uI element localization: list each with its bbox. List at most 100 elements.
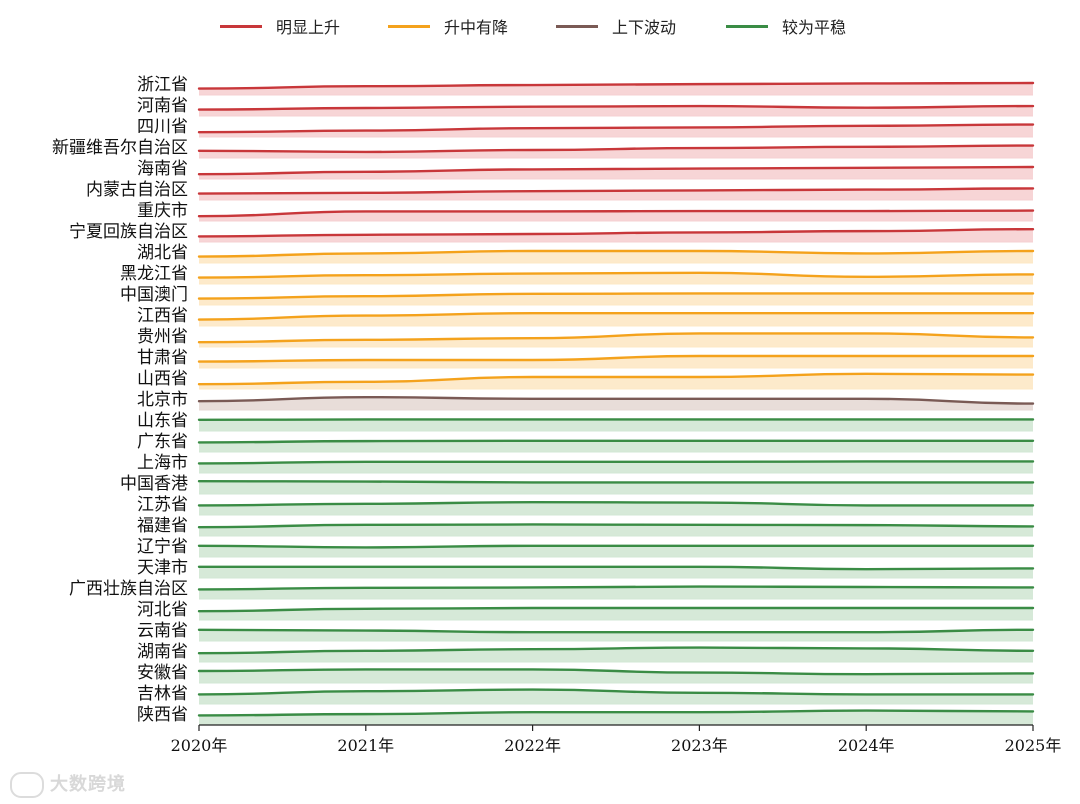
series-label: 广东省 bbox=[137, 432, 188, 452]
series-22: 辽宁省 bbox=[137, 537, 1035, 558]
series-label: 中国香港 bbox=[120, 474, 188, 494]
x-tick-label: 2023年 bbox=[671, 736, 728, 755]
legend-swatch-1 bbox=[388, 24, 430, 28]
series-area bbox=[199, 373, 1033, 389]
series-label: 云南省 bbox=[137, 621, 188, 641]
series-label: 江西省 bbox=[137, 306, 188, 326]
series-6: 重庆市 bbox=[137, 201, 1035, 222]
series-label: 新疆维吾尔自治区 bbox=[52, 138, 188, 158]
series-23: 天津市 bbox=[137, 558, 1035, 579]
legend-swatch-0 bbox=[220, 24, 262, 28]
series-line bbox=[197, 628, 1035, 634]
series-16: 山东省 bbox=[137, 411, 1035, 432]
x-tick-label: 2025年 bbox=[1005, 736, 1062, 755]
series-area bbox=[199, 669, 1033, 683]
series-area bbox=[199, 397, 1033, 410]
series-area bbox=[199, 188, 1033, 200]
legend-item-0[interactable]: 明显上升 bbox=[220, 12, 340, 40]
series-label: 江苏省 bbox=[137, 495, 188, 515]
series-line bbox=[197, 81, 1035, 90]
series-area bbox=[199, 293, 1033, 305]
series-label: 广西壮族自治区 bbox=[69, 579, 188, 599]
legend-swatch-2 bbox=[556, 24, 598, 28]
legend-label-1: 升中有降 bbox=[444, 18, 509, 37]
series-3: 新疆维吾尔自治区 bbox=[52, 138, 1035, 159]
series-27: 湖南省 bbox=[137, 642, 1035, 663]
x-tick-label: 2024年 bbox=[838, 736, 895, 755]
series-line bbox=[197, 606, 1035, 613]
series-area bbox=[199, 586, 1033, 599]
series-25: 河北省 bbox=[137, 600, 1035, 621]
series-label: 四川省 bbox=[137, 117, 188, 137]
series-label: 安徽省 bbox=[137, 663, 188, 683]
series-line bbox=[197, 544, 1035, 549]
series-line bbox=[197, 565, 1035, 571]
series-line bbox=[197, 292, 1035, 300]
series-label: 宁夏回族自治区 bbox=[69, 222, 188, 242]
series-line bbox=[197, 709, 1035, 717]
series-30: 陕西省 bbox=[137, 705, 1035, 726]
series-line bbox=[197, 123, 1035, 134]
series-label: 山西省 bbox=[137, 369, 188, 389]
series-line bbox=[197, 585, 1035, 591]
legend-item-1[interactable]: 升中有降 bbox=[388, 12, 508, 40]
series-line bbox=[197, 209, 1035, 218]
series-area bbox=[199, 124, 1033, 137]
series-line bbox=[197, 332, 1035, 344]
series-line bbox=[197, 372, 1035, 386]
series-line bbox=[197, 271, 1035, 279]
series-9: 黑龙江省 bbox=[120, 264, 1035, 285]
series-18: 上海市 bbox=[137, 453, 1035, 474]
series-line bbox=[197, 187, 1035, 195]
series-label: 北京市 bbox=[137, 390, 188, 410]
series-area bbox=[199, 524, 1033, 536]
series-area bbox=[199, 333, 1033, 347]
series-14: 山西省 bbox=[137, 369, 1035, 390]
x-tick-label: 2020年 bbox=[171, 736, 228, 755]
x-tick-label: 2021年 bbox=[337, 736, 394, 755]
series-line bbox=[197, 395, 1035, 405]
series-line bbox=[197, 688, 1035, 696]
legend-item-2[interactable]: 上下波动 bbox=[556, 12, 676, 40]
series-label: 上海市 bbox=[137, 453, 188, 473]
series-label: 辽宁省 bbox=[137, 537, 188, 557]
legend-swatch-3 bbox=[726, 24, 768, 28]
series-line bbox=[197, 144, 1035, 154]
series-area bbox=[199, 440, 1033, 452]
series-area bbox=[199, 145, 1033, 158]
series-label: 陕西省 bbox=[137, 705, 188, 725]
series-label: 中国澳门 bbox=[120, 285, 188, 305]
series-label: 湖南省 bbox=[137, 642, 188, 662]
series-28: 安徽省 bbox=[137, 663, 1035, 684]
series-label: 内蒙古自治区 bbox=[86, 180, 188, 200]
series-line bbox=[197, 165, 1035, 176]
series-11: 江西省 bbox=[137, 306, 1035, 327]
series-label: 贵州省 bbox=[137, 327, 188, 347]
series-label: 重庆市 bbox=[137, 201, 188, 221]
series-area bbox=[199, 608, 1033, 620]
series-1: 河南省 bbox=[137, 96, 1035, 117]
series-line bbox=[197, 480, 1035, 484]
series-line bbox=[197, 500, 1035, 507]
series-area bbox=[199, 545, 1033, 557]
series-line bbox=[197, 311, 1035, 321]
series-label: 河北省 bbox=[137, 600, 188, 620]
series-label: 黑龙江省 bbox=[120, 264, 188, 284]
series-10: 中国澳门 bbox=[120, 285, 1035, 306]
series-21: 福建省 bbox=[137, 516, 1035, 537]
series-label: 天津市 bbox=[137, 558, 188, 578]
legend-label-0: 明显上升 bbox=[276, 18, 341, 37]
series-label: 河南省 bbox=[137, 96, 188, 116]
watermark-text: 大数跨境 bbox=[50, 774, 126, 795]
series-7: 宁夏回族自治区 bbox=[69, 222, 1035, 243]
series-label: 湖北省 bbox=[137, 243, 188, 263]
series-2: 四川省 bbox=[137, 117, 1035, 138]
series-29: 吉林省 bbox=[137, 684, 1035, 705]
legend-item-3[interactable]: 较为平稳 bbox=[726, 12, 846, 40]
series-label: 海南省 bbox=[137, 159, 188, 179]
watermark-logo-icon bbox=[10, 772, 44, 798]
x-tick-label: 2022年 bbox=[504, 736, 561, 755]
series-area bbox=[199, 167, 1033, 179]
series-area bbox=[199, 481, 1033, 494]
